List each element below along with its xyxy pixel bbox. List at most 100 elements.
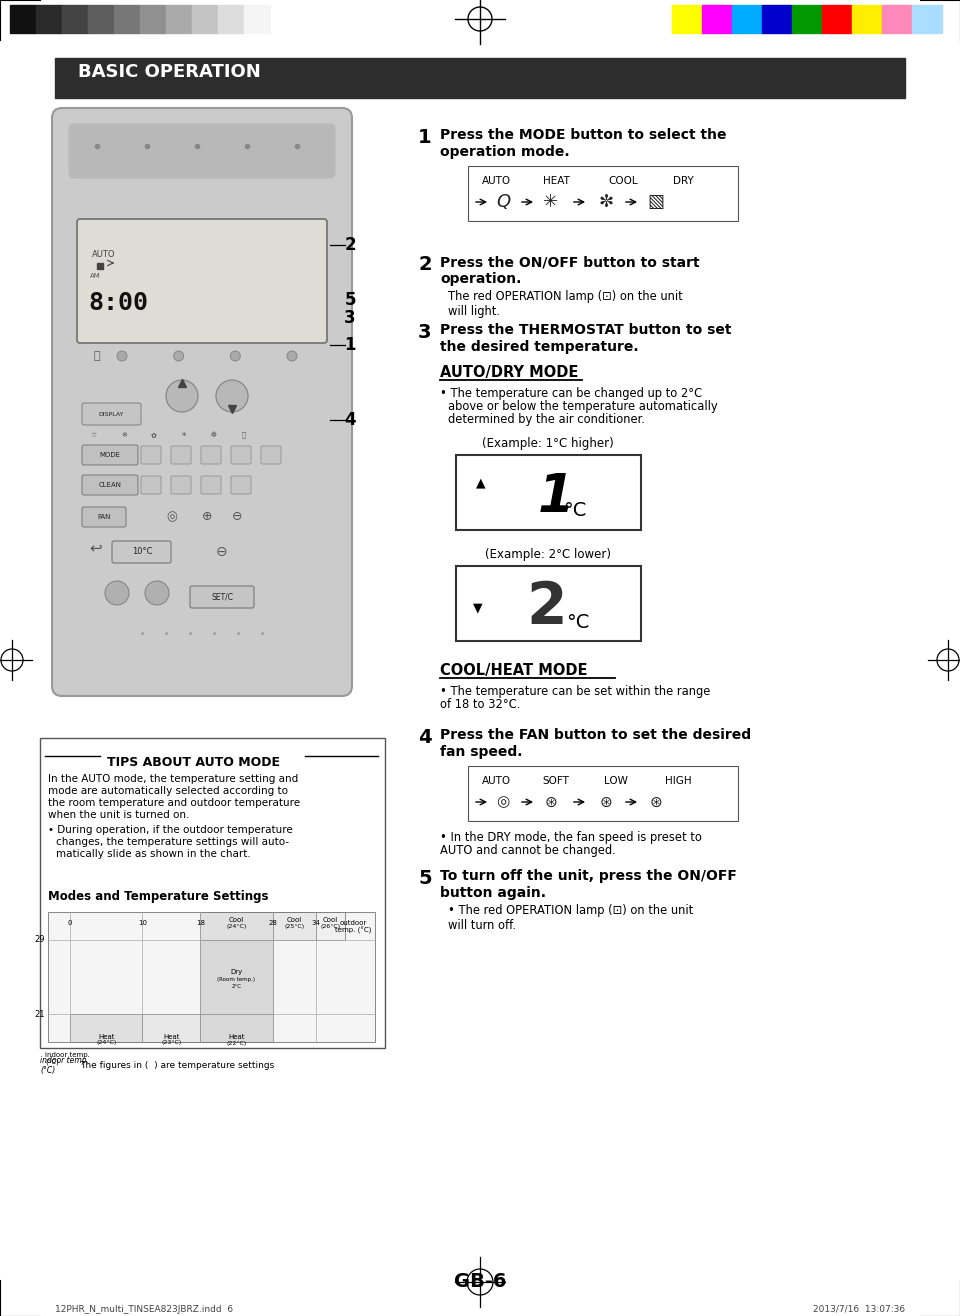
Text: SOFT: SOFT (542, 776, 569, 786)
Bar (456, 455, 641, 530)
FancyBboxPatch shape (231, 476, 251, 494)
Text: 2: 2 (345, 236, 356, 254)
Bar (762, 5, 792, 33)
FancyBboxPatch shape (190, 586, 254, 608)
Text: (24°C): (24°C) (96, 1040, 116, 1045)
Text: GB-6: GB-6 (454, 1273, 506, 1291)
Text: Press the ON/OFF button to start: Press the ON/OFF button to start (440, 255, 700, 268)
Text: 10°C: 10°C (132, 547, 153, 557)
Circle shape (287, 351, 297, 361)
Bar (244, 5, 270, 33)
Text: Press the FAN button to set the desired: Press the FAN button to set the desired (440, 728, 751, 742)
FancyBboxPatch shape (82, 475, 138, 495)
Text: ⊛: ⊛ (600, 795, 612, 809)
Bar (114, 5, 140, 33)
Circle shape (230, 351, 240, 361)
Text: ☀: ☀ (180, 432, 187, 438)
Text: 8:00: 8:00 (88, 291, 148, 315)
Bar (912, 5, 942, 33)
FancyBboxPatch shape (141, 476, 161, 494)
Bar (218, 5, 244, 33)
Bar (456, 566, 641, 641)
Bar (40, 738, 385, 1048)
Text: 0: 0 (68, 920, 72, 926)
Text: CLEAN: CLEAN (99, 482, 122, 488)
Text: Press the MODE button to select the: Press the MODE button to select the (440, 128, 727, 142)
Text: SET/C: SET/C (211, 592, 233, 601)
Text: ◎: ◎ (167, 511, 178, 524)
FancyBboxPatch shape (171, 476, 191, 494)
Text: LOW: LOW (604, 776, 628, 786)
Text: 34: 34 (312, 920, 321, 926)
Bar (468, 766, 738, 821)
Text: • In the DRY mode, the fan speed is preset to: • In the DRY mode, the fan speed is pres… (440, 830, 702, 844)
Text: 18: 18 (196, 920, 204, 926)
Text: Heat: Heat (98, 1034, 114, 1040)
Bar (48, 912, 375, 1042)
Bar (192, 5, 218, 33)
Text: ⊕: ⊕ (202, 511, 212, 524)
Text: Heat: Heat (228, 1034, 245, 1040)
Text: 12PHR_N_multi_TINSEA823JBRZ.indd  6: 12PHR_N_multi_TINSEA823JBRZ.indd 6 (55, 1305, 233, 1313)
Text: (25°C): (25°C) (284, 924, 304, 929)
Text: 2013/7/16  13:07:36: 2013/7/16 13:07:36 (813, 1305, 905, 1313)
Text: AUTO: AUTO (92, 250, 115, 259)
FancyBboxPatch shape (171, 446, 191, 465)
Text: ꦿ: ꦿ (94, 351, 101, 361)
Text: °C: °C (566, 612, 589, 632)
Text: of 18 to 32°C.: of 18 to 32°C. (440, 697, 520, 711)
Text: fan speed.: fan speed. (440, 745, 522, 759)
Text: ⊛: ⊛ (650, 795, 662, 809)
Text: The figures in (  ) are temperature settings: The figures in ( ) are temperature setti… (80, 1061, 275, 1070)
Text: ◎: ◎ (496, 795, 510, 809)
Bar (852, 5, 882, 33)
Bar (201, 940, 273, 1015)
Text: 28: 28 (268, 920, 277, 926)
Text: 1: 1 (538, 471, 575, 522)
Bar (201, 912, 273, 940)
Circle shape (105, 580, 129, 605)
Bar (732, 5, 762, 33)
Text: • During operation, if the outdoor temperature: • During operation, if the outdoor tempe… (48, 825, 293, 834)
Text: HEAT: HEAT (542, 176, 569, 186)
Text: 10: 10 (138, 920, 147, 926)
FancyBboxPatch shape (69, 124, 335, 178)
Bar (142, 1015, 201, 1042)
Text: indoor temp.: indoor temp. (40, 1055, 89, 1065)
Text: ⊖: ⊖ (231, 511, 242, 524)
Bar (468, 166, 738, 221)
Text: (23°C): (23°C) (161, 1040, 181, 1045)
Text: Press the THERMOSTAT button to set: Press the THERMOSTAT button to set (440, 322, 732, 337)
Text: AUTO/DRY MODE: AUTO/DRY MODE (440, 365, 578, 380)
Bar (140, 5, 166, 33)
Text: above or below the temperature automatically: above or below the temperature automatic… (448, 400, 718, 413)
Bar (62, 5, 88, 33)
Text: determined by the air conditioner.: determined by the air conditioner. (448, 413, 645, 426)
Bar (792, 5, 822, 33)
Text: Heat: Heat (163, 1034, 180, 1040)
Bar (201, 1015, 273, 1042)
FancyBboxPatch shape (231, 446, 251, 465)
Bar (316, 912, 345, 940)
Bar (702, 5, 732, 33)
Text: 2: 2 (526, 579, 566, 637)
Text: ❁: ❁ (211, 432, 217, 438)
FancyBboxPatch shape (52, 108, 352, 696)
Text: the desired temperature.: the desired temperature. (440, 340, 638, 354)
Text: (22°C): (22°C) (227, 1041, 247, 1046)
Text: 〒: 〒 (242, 432, 246, 438)
Text: changes, the temperature settings will auto-: changes, the temperature settings will a… (56, 837, 289, 848)
Text: Cool: Cool (228, 917, 244, 923)
FancyBboxPatch shape (112, 541, 171, 563)
Text: HIGH: HIGH (664, 776, 691, 786)
Text: outdoor
temp. (°C): outdoor temp. (°C) (335, 920, 372, 934)
Text: ↩: ↩ (89, 541, 103, 555)
Text: DRY: DRY (673, 176, 693, 186)
FancyBboxPatch shape (82, 403, 141, 425)
Text: 2: 2 (418, 255, 432, 274)
Text: 21: 21 (35, 1009, 45, 1019)
Text: 3: 3 (418, 322, 431, 342)
Text: (°C): (°C) (40, 1066, 56, 1075)
Circle shape (166, 380, 198, 412)
Text: • The temperature can be set within the range: • The temperature can be set within the … (440, 686, 710, 697)
